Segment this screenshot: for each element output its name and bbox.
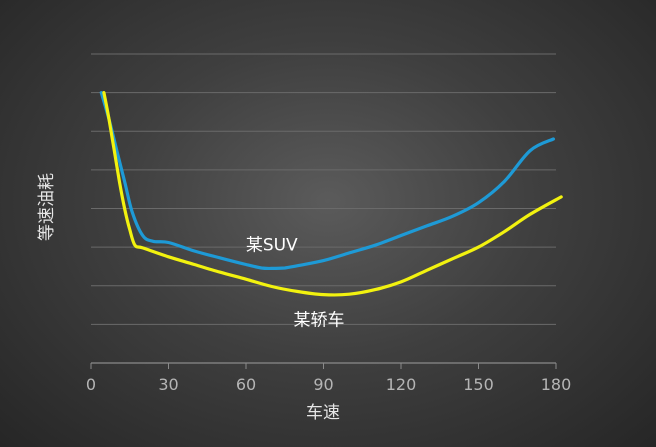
x-tick-label: 180 bbox=[541, 375, 572, 394]
x-tick-label: 30 bbox=[158, 375, 178, 394]
series-line-sedan bbox=[102, 91, 563, 297]
x-tick-label: 0 bbox=[86, 375, 96, 394]
x-tick-label: 60 bbox=[236, 375, 256, 394]
x-tick-label: 90 bbox=[313, 375, 333, 394]
series-label-sedan: 某轿车 bbox=[294, 311, 345, 331]
x-axis-title: 车速 bbox=[306, 403, 340, 423]
x-tick-label: 150 bbox=[463, 375, 494, 394]
gridlines bbox=[91, 53, 556, 325]
series-lines bbox=[99, 91, 563, 297]
series-labels: 某SUV 某轿车 bbox=[246, 235, 345, 330]
series-line-suv bbox=[99, 91, 555, 271]
y-axis-title: 等速油耗 bbox=[37, 173, 57, 241]
x-tick-label: 120 bbox=[386, 375, 417, 394]
x-axis: 0 30 60 90 120 150 180 bbox=[86, 362, 572, 394]
series-label-suv: 某SUV bbox=[246, 235, 298, 255]
